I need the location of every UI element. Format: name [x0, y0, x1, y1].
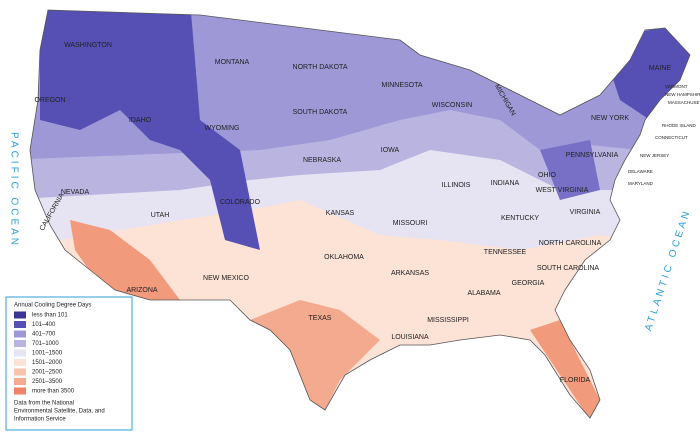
state-label: ILLINOIS [442, 182, 471, 189]
state-label: MISSISSIPPI [427, 317, 469, 324]
state-label: MINNESOTA [381, 82, 422, 89]
state-label: SOUTH CAROLINA [537, 265, 600, 272]
state-label: WYOMING [205, 125, 240, 132]
state-label: WISCONSIN [432, 102, 472, 109]
state-label: MISSOURI [393, 220, 428, 227]
legend-swatch [14, 368, 26, 376]
state-label: IOWA [381, 147, 400, 154]
legend-label: 1501–2000 [32, 360, 63, 366]
legend-label: less than 101 [32, 313, 68, 319]
legend-swatch [14, 311, 26, 319]
legend-label: 101–400 [32, 322, 56, 328]
legend-label: 401–700 [32, 332, 56, 338]
state-label: NEW MEXICO [203, 275, 249, 282]
state-label: LOUISIANA [391, 334, 429, 341]
state-label: OHIO [538, 172, 556, 179]
legend-label: 2501–3500 [32, 379, 63, 385]
legend-source: Environmental Satellite, Data, and [14, 409, 105, 415]
state-label: KANSAS [326, 210, 355, 217]
state-label: NEW YORK [591, 115, 629, 122]
legend-label: 701–1000 [32, 341, 59, 347]
state-label: TENNESSEE [484, 249, 527, 256]
legend-title: Annual Cooling Degree Days [14, 303, 91, 309]
state-label: IDAHO [129, 117, 152, 124]
state-label: GEORGIA [512, 280, 545, 287]
small-state-label: CONNECTICUT [655, 135, 688, 140]
state-label: UTAH [151, 212, 170, 219]
state-label: OKLAHOMA [324, 254, 364, 261]
state-label: OREGON [34, 97, 65, 104]
ocean-label: ATLANTIC OCEAN [643, 208, 693, 333]
legend-label: more than 3500 [32, 389, 75, 395]
small-state-label: VERMONT [665, 84, 688, 89]
state-label: PENNSYLVANIA [566, 152, 619, 159]
state-label: VIRGINIA [570, 209, 601, 216]
state-label: COLORADO [220, 199, 261, 206]
legend: Annual Cooling Degree Days less than 101… [5, 296, 133, 431]
ocean-label: PACIFIC OCEAN [8, 132, 19, 248]
state-label: NORTH CAROLINA [539, 240, 602, 247]
legend-label: 2001–2500 [32, 370, 63, 376]
legend-label: 1001–1500 [32, 351, 63, 357]
legend-swatch [14, 321, 26, 328]
legend-swatch [14, 340, 26, 347]
state-label: SOUTH DAKOTA [293, 109, 348, 116]
state-label: INDIANA [491, 180, 520, 187]
state-label: WASHINGTON [64, 42, 112, 49]
legend-swatch [14, 387, 26, 395]
legend-swatch [14, 349, 26, 357]
legend-swatch [14, 378, 26, 385]
legend-swatch [14, 359, 26, 366]
state-label: FLORIDA [560, 377, 591, 384]
legend-source: Information Service [14, 417, 66, 423]
small-state-label: MARYLAND [628, 181, 654, 186]
legend-source: Data from the National [14, 401, 74, 407]
state-label: KENTUCKY [501, 215, 539, 222]
state-label: TEXAS [309, 315, 332, 322]
state-label: ARKANSAS [391, 270, 429, 277]
state-label: MAINE [649, 65, 672, 72]
small-state-label: NEW HAMPSHIRE [665, 92, 700, 97]
state-label: NEBRASKA [303, 157, 341, 164]
state-label: WEST VIRGINIA [536, 187, 589, 194]
state-label: NEVADA [61, 189, 90, 196]
state-label: ALABAMA [467, 290, 500, 297]
small-state-label: NEW JERSEY [640, 153, 669, 158]
legend-box [5, 296, 133, 431]
state-label: NORTH DAKOTA [293, 64, 348, 71]
state-label: MONTANA [215, 59, 250, 66]
legend-swatch [14, 330, 26, 338]
small-state-label: RHODE ISLAND [662, 123, 697, 128]
small-state-label: MASSACHUSETTS [668, 100, 700, 105]
small-state-label: DELAWARE [628, 169, 653, 174]
state-label: ARIZONA [126, 287, 157, 294]
